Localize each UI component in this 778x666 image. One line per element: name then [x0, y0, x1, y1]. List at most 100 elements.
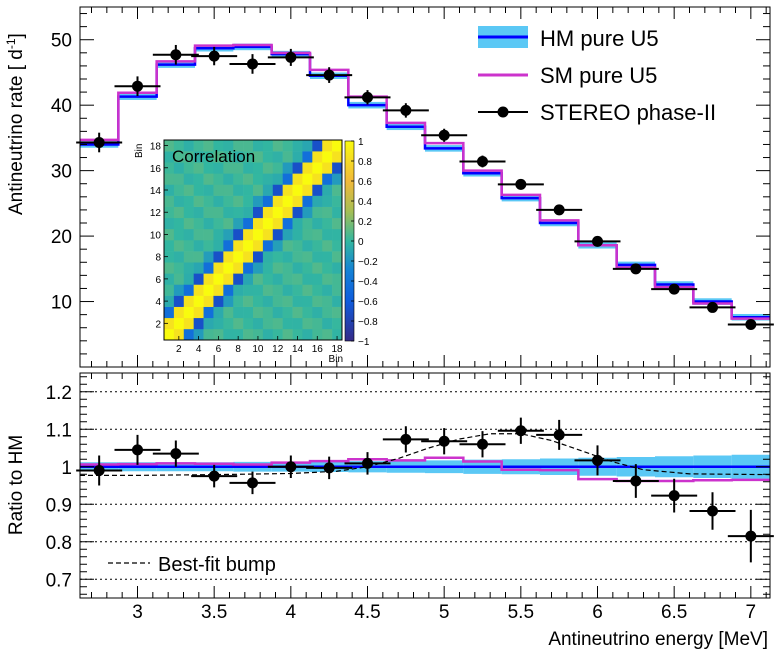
inset-xtick-label: 4 [196, 344, 202, 355]
heatmap-cell [183, 217, 194, 230]
heatmap-cell [193, 195, 204, 207]
data-point [362, 91, 373, 103]
heatmap-cell [233, 317, 244, 330]
heatmap-cell [173, 140, 185, 152]
bottom-xtick-label: 4 [286, 602, 297, 623]
ratio-point [630, 475, 642, 487]
heatmap-cell [164, 162, 175, 174]
heatmap-cell [312, 317, 323, 330]
data-point [592, 235, 603, 247]
heatmap-cell [312, 251, 323, 263]
heatmap-cell [173, 240, 185, 252]
heatmap-cell [272, 228, 283, 241]
heatmap-cell [193, 317, 204, 330]
heatmap-cell [223, 184, 234, 196]
heatmap-cell [282, 317, 293, 330]
heatmap-cell [322, 206, 333, 219]
heatmap-cell [332, 317, 343, 330]
heatmap-cell [322, 162, 333, 174]
heatmap-cell [243, 328, 254, 341]
heatmap-cell [282, 328, 293, 341]
heatmap-cell [164, 284, 175, 296]
heatmap-cell [292, 273, 303, 285]
heatmap-cell [312, 228, 323, 241]
data-point [247, 58, 258, 70]
inset-title: Correlation [172, 147, 255, 166]
heatmap-cell [272, 328, 283, 341]
heatmap-cell [332, 328, 343, 341]
heatmap-cell [213, 195, 224, 207]
heatmap-cell [233, 295, 244, 307]
heatmap-cell [183, 273, 194, 285]
heatmap-cell [183, 328, 194, 341]
heatmap-cell [213, 251, 224, 263]
heatmap-cell [272, 240, 283, 252]
heatmap-cell [183, 317, 194, 330]
heatmap-cell [312, 206, 323, 219]
inset-frame [163, 139, 343, 341]
heatmap-cell [243, 240, 254, 252]
heatmap-cell [203, 317, 214, 330]
inset-ytick-label: 14 [150, 186, 162, 197]
heatmap-cell [223, 173, 234, 185]
heatmap-cell [272, 273, 283, 285]
heatmap-cell [272, 162, 283, 174]
data-point [170, 49, 182, 61]
colorbar-tick-label: 0 [358, 237, 364, 248]
heatmap-cell [292, 173, 303, 185]
heatmap-cell [173, 195, 185, 207]
inset-ytick-label: 2 [155, 319, 161, 330]
heatmap-cell [253, 295, 264, 307]
heatmap-cell [262, 295, 274, 307]
inset-ytick-label: 18 [150, 142, 162, 153]
heatmap-cell [183, 306, 194, 319]
heatmap-cell [223, 162, 234, 174]
heatmap-cell [272, 195, 283, 207]
inset-ylabel: Bin [134, 144, 145, 158]
heatmap-cell [253, 284, 264, 296]
ratio-point [132, 444, 143, 456]
data-point [515, 178, 527, 190]
bottom-panel: 3 3.5 4 4.5 5 5.5 6 6.5 7 0.7 0.8 0.9 1 1.1 1.2 Ratio … [6, 372, 774, 650]
heatmap-cell [302, 295, 313, 307]
heatmap-cell [253, 184, 264, 196]
heatmap-cell [203, 328, 214, 341]
heatmap-cell [262, 306, 274, 319]
heatmap-cell [322, 284, 333, 296]
heatmap-cell [262, 284, 274, 296]
heatmap-cell [193, 151, 204, 163]
legend-hm-label: HM pure U5 [540, 26, 659, 51]
inset-ytick-label: 12 [150, 208, 162, 219]
top-ytick-label: 20 [51, 227, 72, 248]
heatmap-cell [164, 251, 175, 263]
heatmap-cell [302, 262, 313, 274]
heatmap-cell [292, 162, 303, 174]
heatmap-cell [183, 284, 194, 296]
data-point [668, 283, 680, 295]
heatmap-cell [253, 306, 264, 319]
heatmap-cell [233, 195, 244, 207]
heatmap-cell [322, 184, 333, 196]
heatmap-cell [193, 228, 204, 241]
heatmap-cell [322, 151, 333, 163]
ratio-point [247, 477, 258, 489]
heatmap-cell [164, 240, 175, 252]
heatmap-cell [203, 151, 214, 163]
bottom-ytick-label: 1.1 [46, 420, 72, 441]
heatmap-cell [312, 217, 323, 230]
heatmap-cell [272, 295, 283, 307]
heatmap-cell [213, 317, 224, 330]
heatmap-cell [213, 140, 224, 152]
heatmap-cell [223, 217, 234, 230]
heatmap-cell [282, 217, 293, 230]
heatmap-cell [243, 228, 254, 241]
heatmap-cell [253, 162, 264, 174]
heatmap-cell [203, 173, 214, 185]
heatmap-cell [243, 217, 254, 230]
heatmap-cell [173, 228, 185, 241]
heatmap-cell [282, 140, 293, 152]
heatmap-cell [183, 151, 194, 163]
heatmap-cell [164, 195, 175, 207]
heatmap-cell [302, 317, 313, 330]
